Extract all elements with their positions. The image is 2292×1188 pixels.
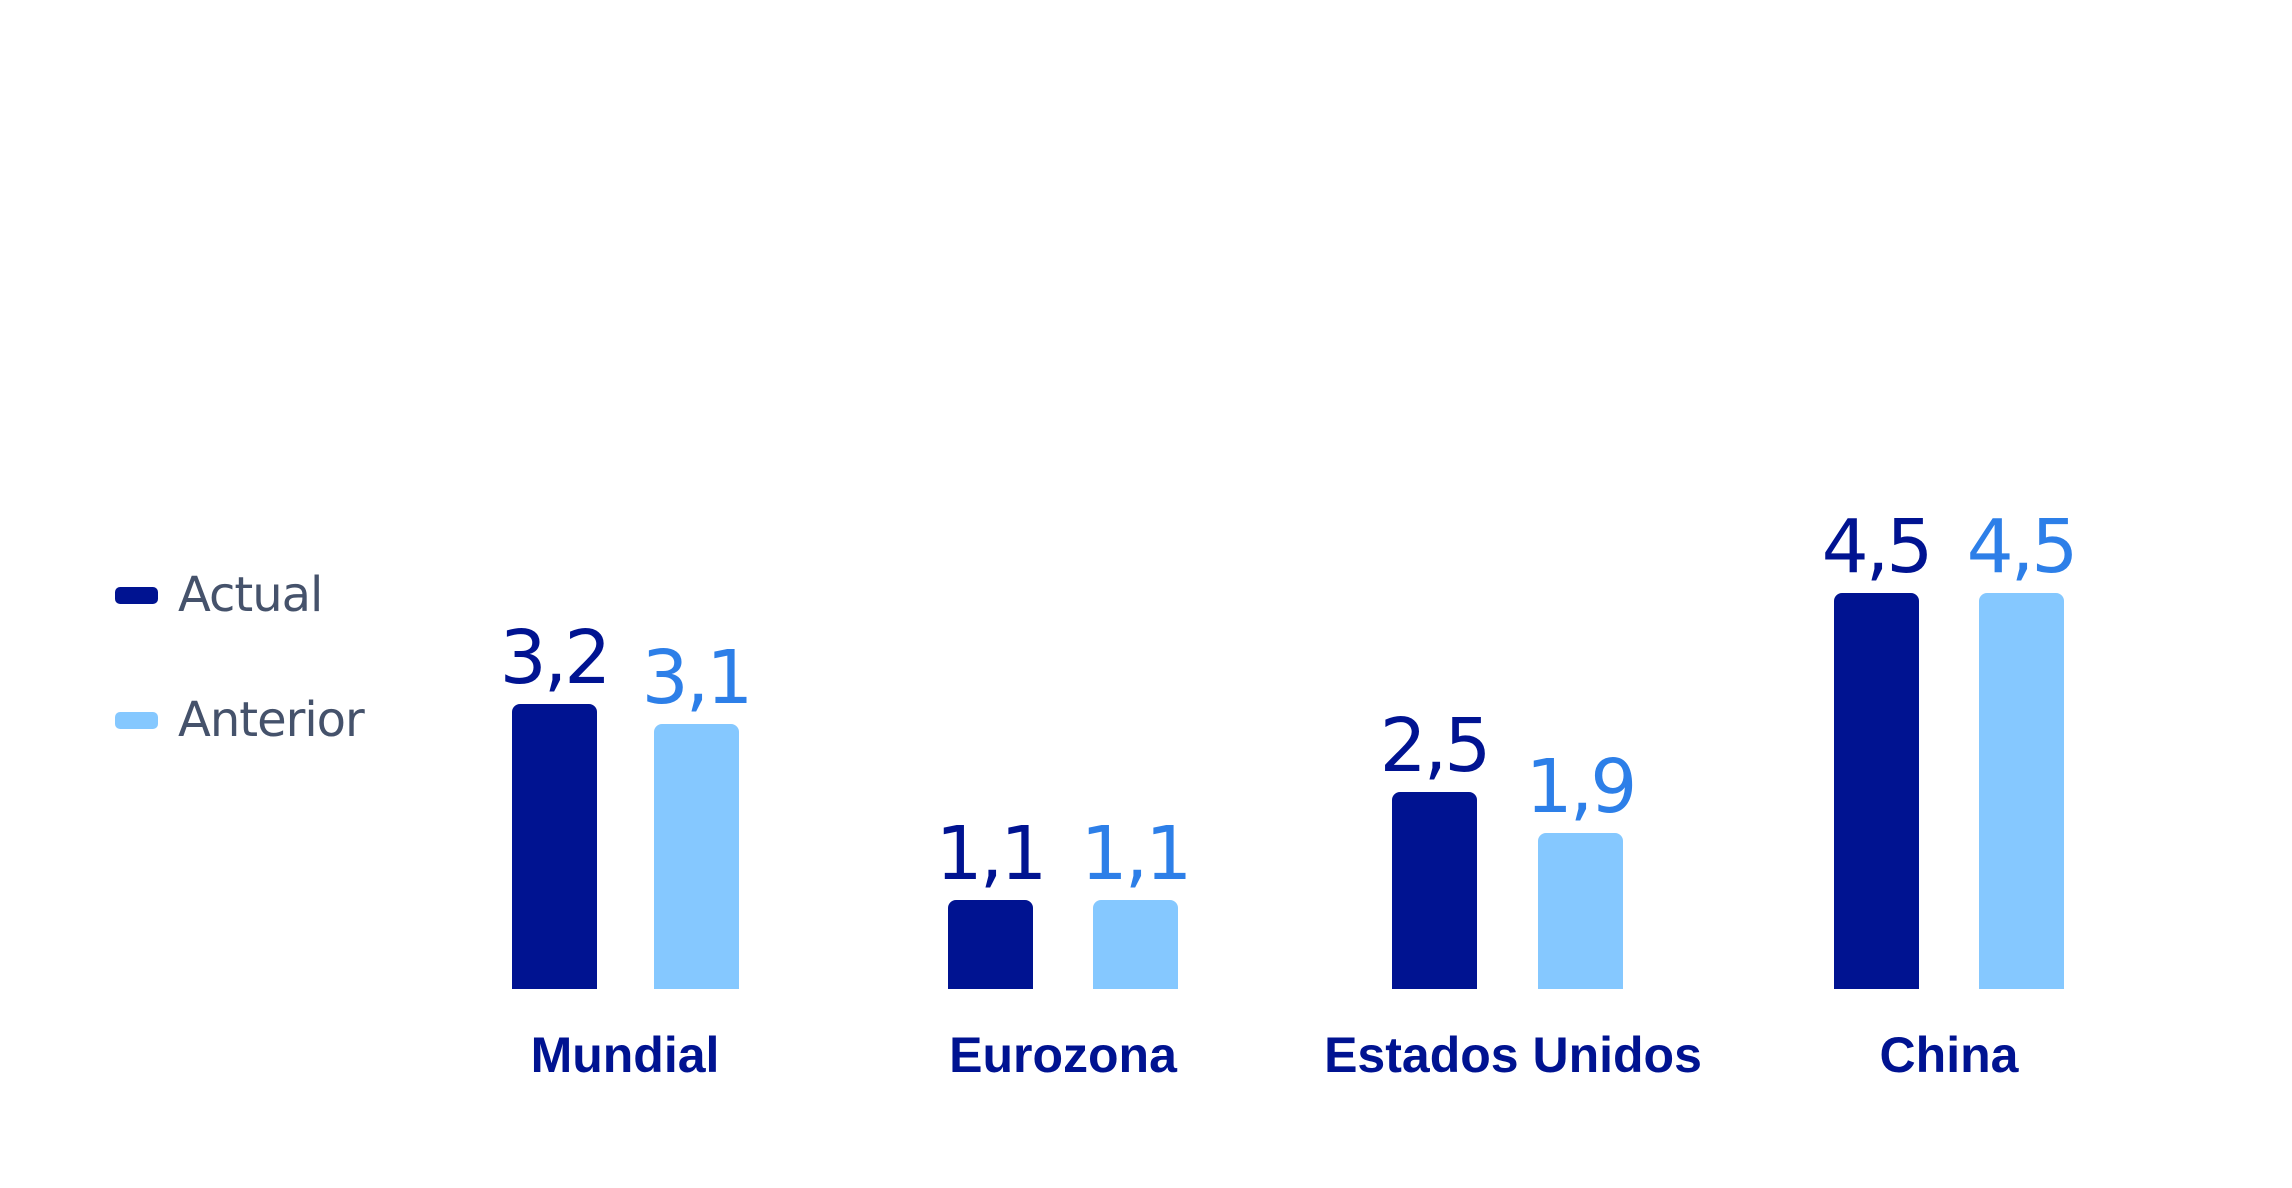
category-label-mundial: Mundial: [530, 1027, 720, 1083]
bar-eeuu-anterior: [1538, 833, 1623, 989]
category-label-eurozona: Eurozona: [949, 1027, 1177, 1083]
bar-eeuu-actual: [1392, 792, 1477, 989]
value-label-eeuu-anterior: 1,9: [1525, 744, 1638, 830]
bar-mundial-actual: [512, 704, 597, 989]
bar-mundial-anterior: [654, 724, 739, 989]
value-label-eurozona-actual: 1,1: [935, 811, 1048, 897]
value-label-china-anterior: 4,5: [1966, 504, 2079, 590]
value-label-eeuu-actual: 2,5: [1379, 703, 1492, 789]
bar-eurozona-actual: [948, 900, 1033, 989]
category-label-china: China: [1879, 1027, 2019, 1083]
bar-eurozona-anterior: [1093, 900, 1178, 989]
value-label-eurozona-anterior: 1,1: [1080, 811, 1193, 897]
bar-china-anterior: [1979, 593, 2064, 989]
legend-swatch-actual-icon: [115, 586, 158, 604]
legend-item-anterior: Anterior: [115, 690, 415, 750]
legend-label-anterior: Anterior: [178, 692, 365, 748]
bar-china-actual: [1834, 593, 1919, 989]
legend-label-actual: Actual: [178, 567, 323, 623]
legend-swatch-anterior-icon: [115, 711, 158, 729]
value-label-mundial-anterior: 3,1: [641, 635, 754, 721]
legend-item-actual: Actual: [115, 565, 415, 625]
category-label-estados-unidos: Estados Unidos: [1324, 1027, 1702, 1083]
value-label-mundial-actual: 3,2: [499, 615, 612, 701]
value-label-china-actual: 4,5: [1821, 504, 1934, 590]
